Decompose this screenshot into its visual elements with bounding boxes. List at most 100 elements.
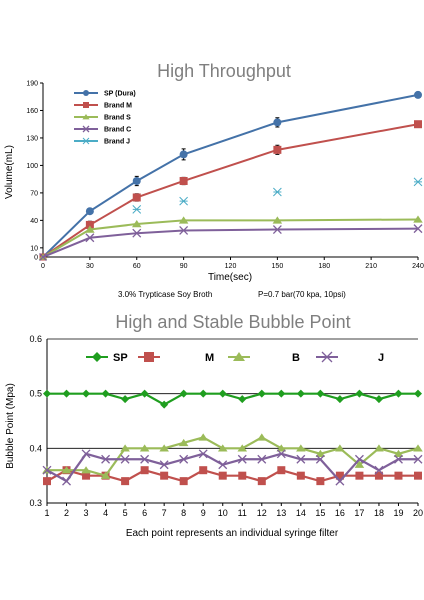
x-tick-label: 15 <box>315 508 325 518</box>
data-point <box>316 389 325 398</box>
data-point <box>218 460 228 470</box>
legend-label: SP <box>113 352 128 364</box>
data-point <box>179 196 188 206</box>
data-point <box>101 454 111 464</box>
data-point <box>179 389 188 398</box>
x-tick-label: 3 <box>84 508 89 518</box>
data-point <box>296 471 305 480</box>
data-point <box>43 389 51 398</box>
data-point <box>238 395 247 404</box>
data-point <box>178 216 189 224</box>
data-point <box>179 176 188 185</box>
data-point <box>85 207 94 216</box>
x-tick-label: 13 <box>276 508 286 518</box>
data-point <box>316 477 325 486</box>
y-tick-label: 0.3 <box>29 498 42 508</box>
data-point <box>354 454 364 464</box>
data-point <box>413 444 423 452</box>
data-point <box>276 444 287 452</box>
data-point <box>276 449 286 459</box>
x-tick-label: 2 <box>64 508 69 518</box>
data-point <box>121 477 130 486</box>
data-point <box>198 449 208 459</box>
data-point <box>139 444 150 452</box>
x-tick-label: 18 <box>374 508 384 518</box>
x-tick-label: 17 <box>354 508 364 518</box>
data-point <box>374 471 383 480</box>
data-point <box>238 471 247 480</box>
legend-marker <box>82 137 90 145</box>
y-tick-label: 10 <box>30 245 38 252</box>
data-point <box>413 177 423 187</box>
data-point <box>179 225 189 235</box>
data-point <box>277 389 286 398</box>
x-tick-label: 120 <box>225 263 237 270</box>
x-tick-label: 14 <box>296 508 306 518</box>
y-tick-label: 0.6 <box>29 334 42 344</box>
data-point <box>62 389 71 398</box>
chart2-xlabel: Each point represents an individual syri… <box>126 528 339 539</box>
data-point <box>61 466 72 474</box>
data-point <box>85 233 95 243</box>
data-point <box>413 215 423 223</box>
legend-marker <box>233 352 245 361</box>
data-point <box>237 444 248 452</box>
x-tick-label: 5 <box>123 508 128 518</box>
data-point <box>160 400 169 409</box>
data-point <box>140 466 149 475</box>
chart1-note-left: 3.0% Trypticase Soy Broth <box>118 290 212 299</box>
data-point <box>199 466 208 475</box>
data-point <box>217 444 228 452</box>
data-point <box>140 454 150 464</box>
x-tick-label: 90 <box>180 263 188 270</box>
data-point <box>218 471 227 480</box>
data-point <box>414 471 422 480</box>
chart2-ylabel: Bubble Point (Mpa) <box>5 383 16 469</box>
data-point <box>100 471 111 479</box>
data-point <box>159 444 169 452</box>
data-point <box>132 176 141 185</box>
data-point <box>257 477 266 486</box>
legend-marker <box>92 352 102 362</box>
legend-label: SP (Dura) <box>104 91 136 98</box>
legend-marker <box>83 90 89 96</box>
data-point <box>39 253 47 261</box>
x-tick-label: 150 <box>272 263 284 270</box>
data-point <box>42 465 52 475</box>
legend-label: Brand J <box>104 139 130 146</box>
legend-marker <box>321 351 333 363</box>
data-point <box>140 389 149 398</box>
series-line <box>42 123 419 258</box>
x-tick-label: 210 <box>365 263 377 270</box>
data-point <box>120 454 130 464</box>
chart1-note-right: P=0.7 bar(70 kpa, 10psi) <box>258 290 346 299</box>
data-point <box>237 454 247 464</box>
y-tick-label: 160 <box>26 108 38 115</box>
data-point <box>414 389 422 398</box>
x-tick-label: 8 <box>181 508 186 518</box>
data-point <box>414 120 422 129</box>
data-point <box>335 444 345 452</box>
y-tick-label: 70 <box>30 190 38 197</box>
series-line <box>47 392 418 406</box>
data-point <box>132 205 142 214</box>
data-point <box>85 220 94 229</box>
data-point <box>394 471 403 480</box>
data-point <box>257 389 266 398</box>
data-point <box>414 90 422 99</box>
x-tick-label: 1 <box>44 508 49 518</box>
data-point <box>335 471 344 480</box>
x-tick-label: 19 <box>393 508 403 518</box>
y-tick-label: 0.5 <box>29 389 42 399</box>
y-tick-label: 0.4 <box>29 443 42 453</box>
series-line <box>42 218 419 258</box>
x-tick-label: 7 <box>162 508 167 518</box>
data-point <box>257 454 267 464</box>
data-point <box>199 389 208 398</box>
y-tick-label: 100 <box>26 163 38 170</box>
data-point <box>413 224 423 234</box>
x-tick-label: 16 <box>335 508 345 518</box>
data-point <box>131 220 142 228</box>
x-tick-label: 30 <box>86 263 94 270</box>
